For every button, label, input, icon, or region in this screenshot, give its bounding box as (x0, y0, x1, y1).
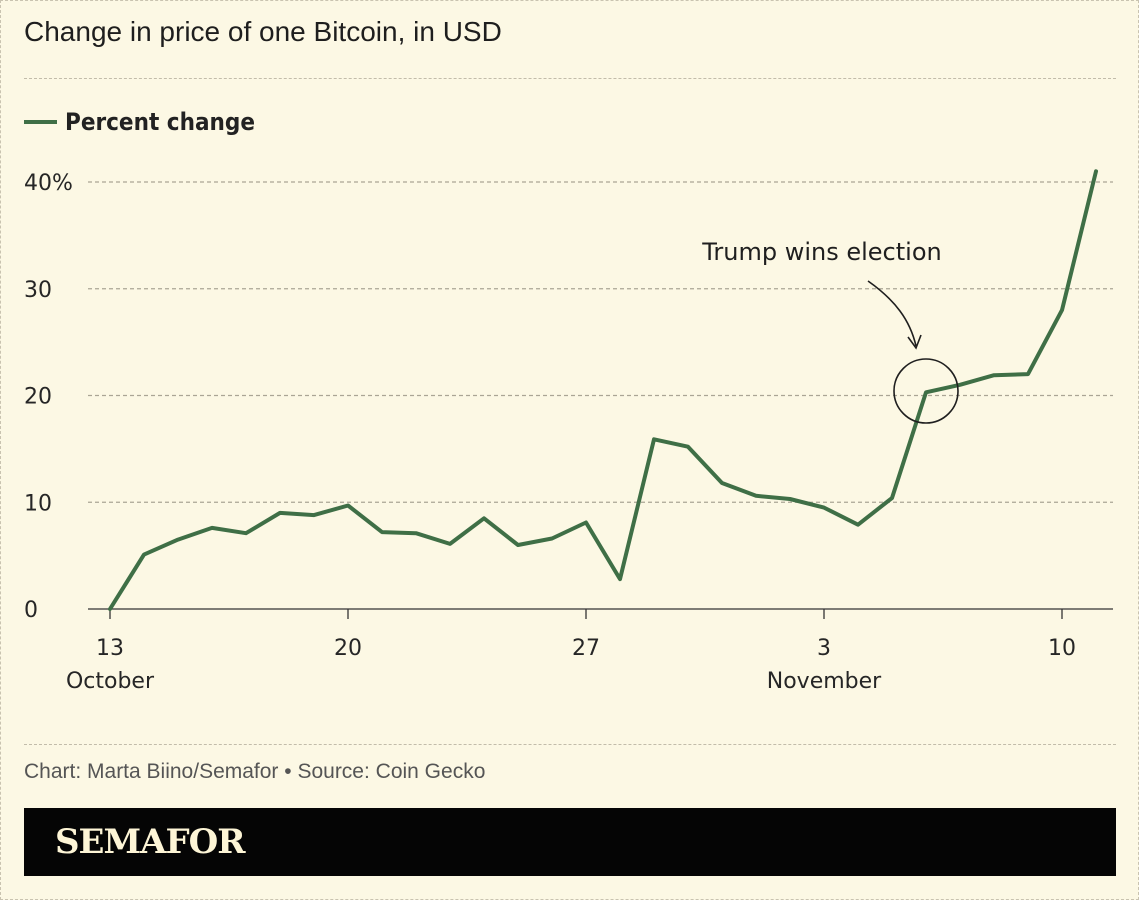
data-point (822, 506, 826, 510)
data-point (380, 530, 384, 534)
data-point (1060, 308, 1064, 312)
data-point (108, 607, 112, 611)
bottom-divider (24, 744, 1116, 745)
data-point (754, 494, 758, 498)
legend: Percent change (24, 108, 255, 136)
data-point (584, 521, 588, 525)
data-point (1094, 169, 1098, 173)
legend-label: Percent change (65, 108, 255, 136)
data-point (992, 373, 996, 377)
semafor-logo: SEMAFOR (55, 822, 245, 862)
y-tick-label-30: 30 (24, 278, 52, 303)
data-point (142, 553, 146, 557)
y-tick-label-0: 0 (24, 598, 38, 623)
data-point (482, 516, 486, 520)
data-point (448, 542, 452, 546)
y-tick-label-40: 40% (24, 171, 73, 196)
data-point (1026, 372, 1030, 376)
data-point (924, 390, 928, 394)
data-point (244, 531, 248, 535)
annotation-circle (893, 358, 959, 424)
y-tick-label-10: 10 (24, 491, 52, 516)
chart-title: Change in price of one Bitcoin, in USD (24, 16, 502, 47)
data-point (618, 577, 622, 581)
series-line-percent-change (108, 169, 1098, 611)
data-point (312, 513, 316, 517)
data-point (686, 445, 690, 449)
data-point (890, 496, 894, 500)
data-point (346, 503, 350, 507)
annotation-label: Trump wins election (701, 238, 941, 266)
data-point (550, 537, 554, 541)
data-point (210, 526, 214, 530)
data-point (720, 481, 724, 485)
data-point (652, 437, 656, 441)
annotation-arrow (867, 280, 917, 347)
data-point (176, 538, 180, 542)
top-divider (24, 78, 1116, 79)
data-point (958, 383, 962, 387)
x-tick-label-10: 10 (1048, 636, 1076, 661)
x-month-label-october: October (66, 669, 155, 694)
data-point (856, 523, 860, 527)
x-tick-label-20: 20 (334, 636, 362, 661)
x-tick-label-3: 3 (817, 636, 831, 661)
data-point (414, 531, 418, 535)
legend-swatch (24, 120, 57, 124)
data-point (516, 543, 520, 547)
data-point (788, 497, 792, 501)
x-tick-label-13: 13 (96, 636, 124, 661)
y-tick-label-20: 20 (24, 385, 52, 410)
data-point (278, 511, 282, 515)
x-month-label-november: November (767, 669, 882, 694)
brand-footer: SEMAFOR (24, 808, 1116, 876)
chart-credit: Chart: Marta Biino/Semafor • Source: Coi… (24, 760, 486, 783)
x-tick-label-27: 27 (572, 636, 600, 661)
annotation-arrowhead (907, 334, 922, 350)
